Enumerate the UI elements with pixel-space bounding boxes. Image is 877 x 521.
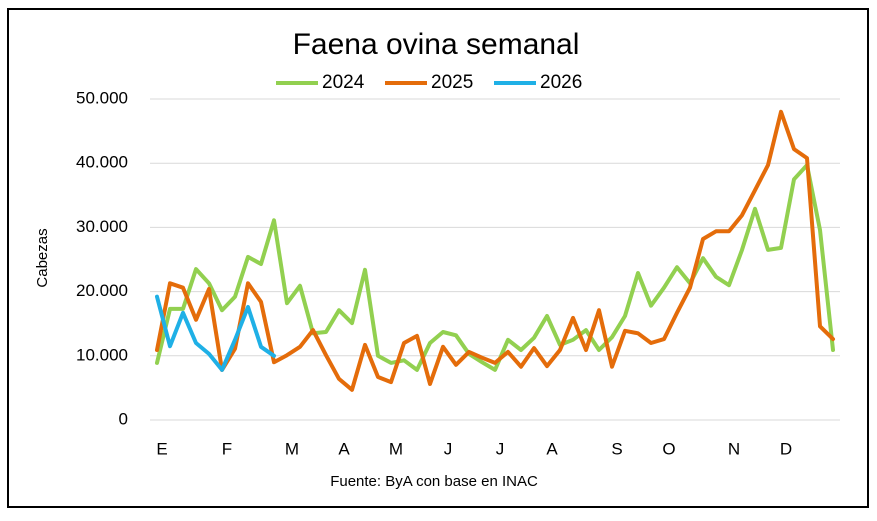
series-line bbox=[155, 109, 835, 392]
x-tick-label: D bbox=[780, 439, 792, 458]
y-tick-label: 50.000 bbox=[76, 88, 128, 107]
x-tick-label: O bbox=[662, 439, 675, 458]
frame bbox=[7, 8, 869, 508]
chart-title: Faena ovina semanal bbox=[293, 28, 580, 61]
x-tick-label: N bbox=[728, 439, 740, 458]
legend-label: 2024 bbox=[322, 72, 365, 93]
y-tick-label: 0 bbox=[119, 409, 128, 428]
x-tick-label: S bbox=[611, 439, 622, 458]
y-tick-label: 40.000 bbox=[76, 153, 128, 172]
x-tick-label: M bbox=[389, 439, 403, 458]
legend-label: 2025 bbox=[431, 72, 473, 93]
series-line bbox=[155, 163, 835, 372]
legend-label: 2026 bbox=[540, 72, 582, 93]
source-note: Fuente: ByA con base en INAC bbox=[330, 473, 538, 490]
y-tick-label: 20.000 bbox=[76, 281, 128, 300]
y-axis-label: Cabezas bbox=[34, 228, 51, 287]
y-tick-label: 10.000 bbox=[76, 345, 128, 364]
x-tick-label: J bbox=[444, 439, 453, 458]
x-tick-label: M bbox=[285, 439, 299, 458]
x-tick-label: J bbox=[496, 439, 505, 458]
x-tick-label: A bbox=[338, 439, 350, 458]
x-tick-label: E bbox=[156, 439, 167, 458]
x-tick-label: F bbox=[222, 439, 232, 458]
y-tick-label: 30.000 bbox=[76, 217, 128, 236]
series-line bbox=[155, 294, 276, 372]
x-tick-label: A bbox=[546, 439, 558, 458]
